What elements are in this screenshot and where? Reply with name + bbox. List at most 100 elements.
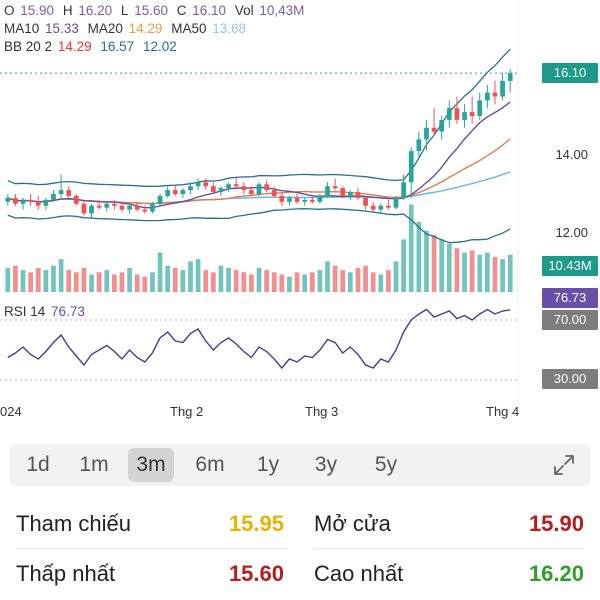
candle-body bbox=[35, 201, 41, 206]
candle-body bbox=[294, 197, 300, 202]
volume-bar bbox=[500, 259, 505, 292]
candle-body bbox=[401, 182, 406, 198]
volume-value: 10,43M bbox=[259, 3, 305, 18]
candle-body bbox=[347, 192, 353, 196]
candle-body bbox=[157, 195, 163, 204]
volume-bar bbox=[180, 270, 186, 292]
bb-mid-value: 14.29 bbox=[57, 39, 92, 54]
volume-bar bbox=[188, 261, 193, 292]
rsi-legend: RSI 14 76.73 bbox=[4, 303, 90, 321]
reference-value: 15.95 bbox=[228, 511, 284, 536]
rsi-tag: 76.73 bbox=[542, 288, 598, 308]
candle-body bbox=[386, 205, 391, 208]
candle-body bbox=[89, 205, 94, 214]
low-label: L bbox=[120, 3, 129, 18]
rsi-value: 76.73 bbox=[51, 304, 85, 319]
timeframe-3y-button[interactable]: 3y bbox=[314, 453, 338, 476]
candle-body bbox=[172, 190, 178, 194]
volume-bar bbox=[104, 270, 110, 292]
timeframe-6m-button[interactable]: 6m bbox=[195, 453, 225, 476]
volume-bar bbox=[119, 272, 125, 292]
volume-bar bbox=[20, 270, 26, 292]
candle-body bbox=[378, 205, 384, 210]
volume-bar bbox=[210, 272, 216, 292]
low-value: 15.60 bbox=[134, 3, 168, 18]
candle-body bbox=[43, 199, 49, 206]
candle-body bbox=[363, 197, 368, 206]
ohlc-legend: O 15.90 H 16.20 L 15.60 C 16.10 Vol 10,4… bbox=[4, 2, 309, 20]
volume-bar bbox=[279, 274, 285, 292]
lowest-value: 15.60 bbox=[228, 561, 284, 586]
volume-bar bbox=[157, 252, 163, 292]
candle-body bbox=[446, 108, 452, 120]
candle-body bbox=[454, 108, 460, 120]
expand-icon[interactable] bbox=[552, 453, 576, 477]
timeframe-3m-button[interactable]: 3m bbox=[128, 448, 174, 482]
highest-value: 16.20 bbox=[528, 561, 584, 586]
volume-bar bbox=[408, 204, 414, 292]
volume-bar bbox=[484, 252, 490, 292]
high-value: 16.20 bbox=[78, 3, 113, 18]
volume-bar bbox=[142, 276, 148, 292]
volume-bar bbox=[35, 267, 41, 292]
volume-bar bbox=[43, 270, 49, 292]
candle-body bbox=[66, 190, 72, 196]
volume-bar bbox=[13, 265, 18, 292]
volume-bar bbox=[393, 261, 399, 292]
volume-bar bbox=[134, 274, 140, 292]
candle-body bbox=[317, 195, 323, 202]
timeframe-5y-button[interactable]: 5y bbox=[374, 453, 398, 476]
bollinger-lower-line bbox=[7, 208, 511, 244]
volume-bar bbox=[256, 267, 262, 292]
price-axis-label-12: 12.00 bbox=[555, 225, 588, 240]
volume-bar bbox=[89, 274, 94, 292]
bb-legend: BB 20 2 14.29 16.57 12.02 bbox=[4, 38, 182, 56]
candle-body bbox=[279, 195, 285, 202]
candle-body bbox=[477, 100, 483, 116]
time-axis-label-thg2: Thg 2 bbox=[170, 404, 204, 419]
candle-body bbox=[150, 203, 155, 212]
volume-bar bbox=[340, 270, 346, 292]
lowest-label: Thấp nhất bbox=[16, 561, 116, 586]
candle-body bbox=[58, 190, 64, 194]
volume-bar bbox=[51, 265, 56, 292]
volume-tag: 10.43M bbox=[542, 256, 598, 276]
rsi-high-tag: 70.00 bbox=[542, 310, 598, 330]
candle-body bbox=[302, 199, 308, 202]
candle-body bbox=[332, 186, 338, 189]
volume-bar bbox=[96, 272, 102, 292]
candle-body bbox=[119, 205, 125, 210]
candle-body bbox=[203, 182, 209, 187]
volume-bar bbox=[424, 230, 429, 292]
time-axis-label-2024: 024 bbox=[0, 404, 22, 419]
volume-bar bbox=[347, 272, 353, 292]
candle-body bbox=[271, 190, 277, 196]
candle-body bbox=[226, 184, 231, 189]
open-price-value: 15.90 bbox=[528, 511, 584, 536]
volume-bar bbox=[325, 261, 330, 292]
volume-bar bbox=[439, 239, 445, 292]
candle-body bbox=[439, 119, 445, 132]
ma50-value: 13.68 bbox=[212, 21, 247, 36]
volume-bar bbox=[302, 274, 308, 292]
timeframe-1m-button[interactable]: 1m bbox=[79, 453, 109, 476]
volume-bar bbox=[317, 270, 323, 292]
volume-bar bbox=[233, 270, 239, 292]
price-chart-svg[interactable] bbox=[0, 0, 600, 432]
volume-bar bbox=[271, 272, 277, 292]
candle-body bbox=[134, 205, 140, 210]
volume-label: Vol bbox=[234, 3, 254, 18]
candle-body bbox=[469, 112, 475, 116]
volume-bar bbox=[287, 276, 292, 292]
bb-lower-value: 12.02 bbox=[142, 39, 177, 54]
volume-bar bbox=[150, 272, 155, 292]
volume-bar bbox=[264, 270, 269, 292]
volume-bar bbox=[492, 256, 498, 292]
chart-area[interactable]: O 15.90 H 16.20 L 15.60 C 16.10 Vol 10,4… bbox=[0, 0, 600, 432]
time-axis-label-thg3: Thg 3 bbox=[305, 404, 339, 419]
timeframe-1d-button[interactable]: 1d bbox=[26, 453, 50, 476]
volume-bar bbox=[249, 274, 254, 292]
candle-body bbox=[218, 188, 224, 193]
timeframe-1y-button[interactable]: 1y bbox=[256, 453, 280, 476]
bb-label: BB 20 2 bbox=[4, 39, 53, 54]
